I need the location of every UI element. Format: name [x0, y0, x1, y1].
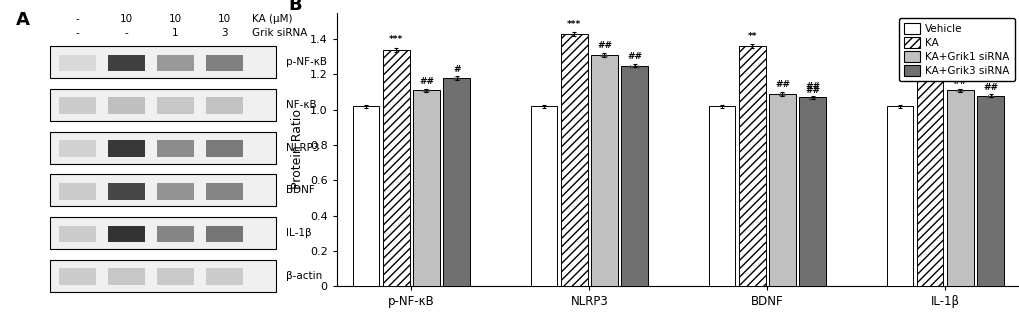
Bar	[108, 183, 145, 200]
Bar	[768, 94, 795, 286]
Text: p-NF-κB: p-NF-κB	[285, 57, 326, 67]
Text: **: **	[599, 54, 608, 63]
Text: #: #	[452, 65, 460, 73]
Text: B: B	[288, 0, 302, 14]
Bar	[59, 183, 96, 200]
Bar	[621, 66, 647, 286]
Text: 10: 10	[169, 14, 181, 24]
Bar	[108, 268, 145, 285]
Text: -: -	[75, 14, 79, 24]
Text: IL-1β: IL-1β	[285, 228, 311, 238]
Bar	[353, 106, 379, 286]
Bar	[530, 106, 556, 286]
Legend: Vehicle, KA, KA+Grik1 siRNA, KA+Grik3 siRNA: Vehicle, KA, KA+Grik1 siRNA, KA+Grik3 si…	[899, 18, 1014, 81]
Text: -: -	[75, 28, 79, 38]
Text: β-actin: β-actin	[285, 271, 322, 281]
Bar	[50, 260, 276, 292]
Text: ##: ##	[804, 82, 819, 91]
Text: KA (μM): KA (μM)	[252, 14, 292, 24]
Bar	[976, 96, 1003, 286]
Bar	[108, 225, 145, 242]
Bar	[108, 97, 145, 114]
Text: -: -	[124, 28, 128, 38]
Text: **: **	[421, 89, 431, 98]
Bar	[382, 50, 410, 286]
Bar	[157, 140, 194, 157]
Bar	[59, 97, 96, 114]
Text: 10: 10	[218, 14, 230, 24]
Bar	[157, 225, 194, 242]
Text: ##: ##	[596, 41, 611, 50]
Text: ##: ##	[627, 52, 642, 61]
Bar	[157, 268, 194, 285]
Bar	[157, 183, 194, 200]
Bar	[157, 97, 194, 114]
Text: ##: ##	[804, 86, 819, 95]
Text: Grik siRNA: Grik siRNA	[252, 28, 307, 38]
Bar	[50, 132, 276, 163]
Text: NLRP3: NLRP3	[285, 142, 319, 153]
Bar	[50, 174, 276, 206]
Bar	[206, 225, 243, 242]
Text: 1: 1	[172, 28, 178, 38]
Bar	[708, 106, 735, 286]
Bar	[413, 90, 439, 286]
Text: 10: 10	[120, 14, 132, 24]
Bar	[738, 46, 764, 286]
Bar	[886, 106, 912, 286]
Bar	[206, 97, 243, 114]
Text: **: **	[985, 95, 995, 104]
Bar	[206, 140, 243, 157]
Text: BDNF: BDNF	[285, 185, 314, 195]
Text: **: **	[776, 93, 787, 102]
Bar	[50, 89, 276, 121]
Text: ##: ##	[774, 80, 789, 89]
Bar	[59, 225, 96, 242]
Bar	[50, 46, 276, 78]
Text: **: **	[451, 77, 461, 86]
Bar	[799, 97, 825, 286]
Text: ***: ***	[388, 36, 403, 45]
Text: **: **	[807, 97, 816, 106]
Bar	[206, 268, 243, 285]
Bar	[108, 140, 145, 157]
Bar	[59, 55, 96, 71]
Bar	[59, 140, 96, 157]
Bar	[560, 34, 587, 286]
Bar	[916, 62, 943, 286]
Text: NF-κB: NF-κB	[285, 100, 316, 110]
Bar	[591, 55, 618, 286]
Text: **: **	[955, 89, 964, 98]
Text: 3: 3	[221, 28, 227, 38]
Text: ##: ##	[419, 77, 433, 86]
Bar	[206, 55, 243, 71]
Bar	[946, 90, 973, 286]
Text: ***: ***	[627, 65, 641, 73]
Text: ##: ##	[952, 77, 967, 86]
Bar	[206, 183, 243, 200]
Bar	[50, 217, 276, 249]
Bar	[443, 78, 470, 286]
Text: **: **	[747, 32, 756, 41]
Bar	[157, 55, 194, 71]
Bar	[59, 268, 96, 285]
Y-axis label: Protein Ratio: Protein Ratio	[291, 109, 304, 190]
Text: ***: ***	[922, 48, 936, 57]
Text: ***: ***	[567, 20, 581, 29]
Text: A: A	[16, 11, 31, 29]
Text: ##: ##	[982, 83, 998, 92]
Bar	[108, 55, 145, 71]
